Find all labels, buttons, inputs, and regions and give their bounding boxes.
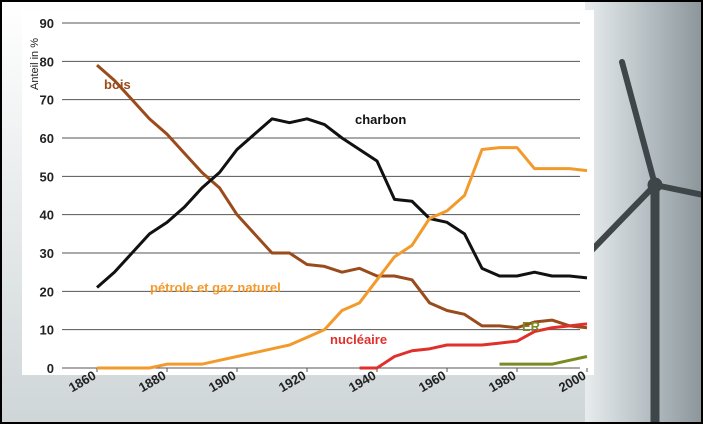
wind-turbine — [589, 59, 703, 424]
series-label: bois — [104, 77, 131, 92]
series-line — [359, 322, 588, 370]
y-tick-label: 80 — [40, 54, 54, 69]
series-line — [96, 117, 588, 289]
series-label: charbon — [355, 112, 406, 127]
y-tick-label: 20 — [40, 284, 54, 299]
y-tick-label: 40 — [40, 208, 54, 223]
series-label: nucléaire — [330, 332, 387, 347]
photo — [585, 2, 701, 422]
plot-area — [22, 10, 594, 375]
y-tick-label: 70 — [40, 93, 54, 108]
series-line — [96, 64, 588, 330]
series-label: ER — [522, 319, 541, 334]
y-tick-label: 10 — [40, 323, 54, 338]
y-tick-label: 0 — [47, 361, 54, 376]
y-tick-label: 50 — [40, 169, 54, 184]
y-axis-label: Anteil in % — [29, 38, 41, 90]
series-line — [499, 355, 588, 366]
y-tick-label: 90 — [40, 16, 54, 31]
y-tick-label: 60 — [40, 131, 54, 146]
y-tick-label: 30 — [40, 246, 54, 261]
series-label: pétrole et gaz naturel — [150, 280, 281, 295]
series-line — [97, 146, 588, 370]
